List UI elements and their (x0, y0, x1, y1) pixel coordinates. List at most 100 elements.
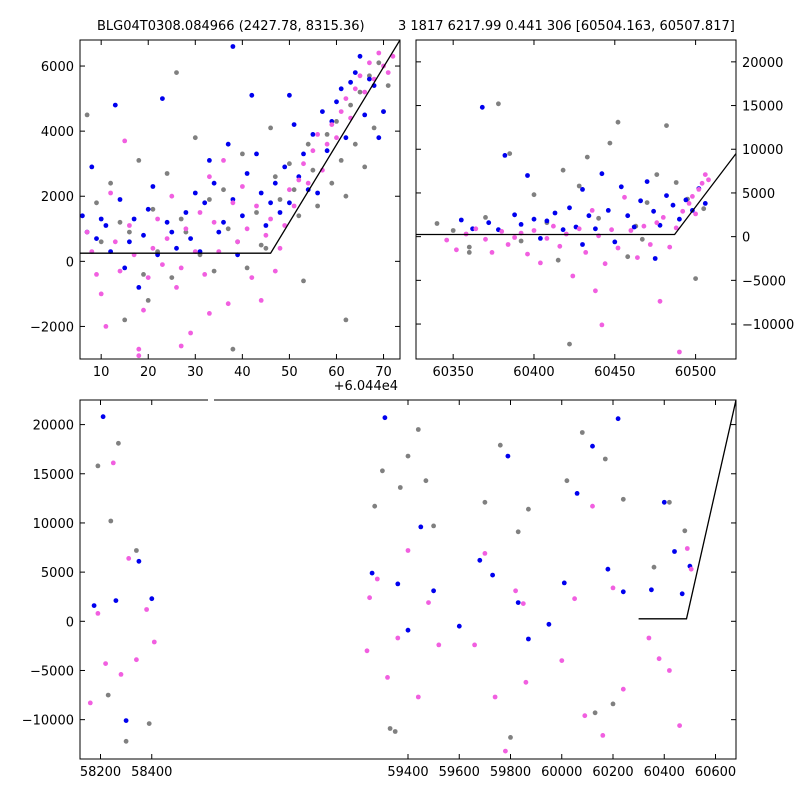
data-point-grey (108, 518, 114, 524)
data-point-magenta (164, 236, 170, 242)
data-point-magenta (110, 460, 116, 466)
data-point-blue (230, 44, 236, 49)
data-point-magenta (622, 194, 627, 200)
y-tick-label: 10000 (742, 143, 783, 158)
data-point-magenta (702, 172, 708, 178)
data-point-grey (277, 197, 283, 202)
data-point-grey (579, 430, 585, 435)
data-point-magenta (390, 53, 396, 59)
data-point-magenta (258, 298, 264, 303)
data-point-magenta (473, 226, 479, 232)
data-point-blue (567, 205, 572, 211)
data-point-magenta (188, 330, 194, 336)
data-point-grey (555, 257, 561, 263)
data-point-magenta (426, 600, 431, 605)
data-point-blue (702, 201, 708, 206)
data-point-grey (592, 710, 598, 716)
data-point-magenta (310, 148, 316, 154)
x-tick-label: 10 (93, 365, 110, 380)
data-point-blue (272, 180, 278, 186)
data-point-grey (84, 112, 90, 118)
data-point-magenta (660, 215, 666, 220)
data-point-grey (397, 485, 403, 490)
data-point-blue (357, 53, 363, 59)
axes-frame (79, 39, 401, 360)
data-point-blue (149, 596, 155, 602)
data-point-blue (117, 197, 123, 202)
data-point-grey (117, 219, 123, 225)
axes-frame (415, 39, 737, 360)
data-point-blue (620, 589, 626, 595)
data-point-blue (89, 164, 95, 170)
data-point-magenta (178, 343, 184, 349)
data-point-blue (580, 242, 585, 247)
data-point-blue (552, 210, 558, 216)
data-point-grey (221, 187, 226, 193)
data-point-blue (164, 219, 170, 225)
data-point-grey (301, 278, 306, 284)
data-point-magenta (583, 250, 589, 255)
data-point-magenta (249, 275, 255, 280)
data-point-magenta (103, 324, 109, 329)
data-point-magenta (385, 675, 390, 680)
data-point-blue (518, 222, 524, 227)
data-point-grey (126, 229, 132, 235)
plot-area (87, 400, 736, 754)
data-point-grey (673, 180, 679, 185)
data-point-magenta (610, 585, 616, 591)
data-point-grey (136, 158, 142, 163)
y-tick-label: 6000 (41, 60, 74, 75)
data-point-blue (505, 453, 511, 459)
data-point-magenta (680, 208, 686, 214)
data-point-magenta (531, 228, 537, 233)
data-point-grey (482, 499, 488, 505)
data-point-magenta (395, 635, 401, 641)
x-tick-label: 60 (328, 365, 345, 380)
data-point-grey (667, 499, 672, 505)
data-point-magenta (690, 194, 695, 199)
data-point-grey (466, 244, 472, 250)
data-point-blue (405, 627, 411, 633)
x-tick-label: 30 (187, 365, 204, 380)
data-point-magenta (589, 208, 595, 213)
data-point-grey (682, 528, 688, 534)
data-point-magenta (641, 223, 647, 229)
data-point-blue (612, 239, 618, 245)
data-point-blue (546, 621, 552, 627)
data-point-magenta (523, 679, 529, 685)
data-point-blue (657, 222, 663, 228)
data-point-magenta (492, 694, 498, 700)
model-fit-line (80, 40, 400, 254)
data-point-blue (605, 566, 611, 572)
data-point-grey (576, 183, 582, 189)
data-point-magenta (221, 158, 226, 163)
data-point-magenta (620, 686, 626, 692)
data-point-blue (216, 229, 222, 235)
data-point-grey (507, 151, 513, 157)
data-point-grey (174, 70, 179, 75)
y-tick-label: 20000 (33, 419, 74, 434)
data-point-blue (381, 109, 386, 114)
data-point-blue (644, 179, 650, 185)
data-point-magenta (559, 658, 565, 663)
data-point-magenta (684, 546, 690, 551)
y-tick-label: 5000 (742, 187, 775, 202)
data-point-blue (103, 223, 109, 228)
x-tick-label: 60200 (592, 765, 633, 780)
data-point-blue (94, 236, 99, 242)
data-point-blue (531, 216, 537, 222)
data-point-magenta (225, 301, 231, 307)
data-point-magenta (693, 211, 698, 217)
data-point-magenta (291, 203, 297, 209)
data-point-grey (654, 172, 660, 178)
data-point-magenta (141, 307, 146, 313)
data-point-magenta (134, 657, 139, 663)
data-point-blue (150, 184, 156, 189)
data-point-magenta (178, 265, 184, 271)
data-point-magenta (688, 566, 694, 572)
data-point-grey (508, 735, 513, 740)
data-point-magenta (405, 548, 411, 553)
data-point-grey (564, 478, 570, 484)
data-point-magenta (117, 268, 123, 274)
